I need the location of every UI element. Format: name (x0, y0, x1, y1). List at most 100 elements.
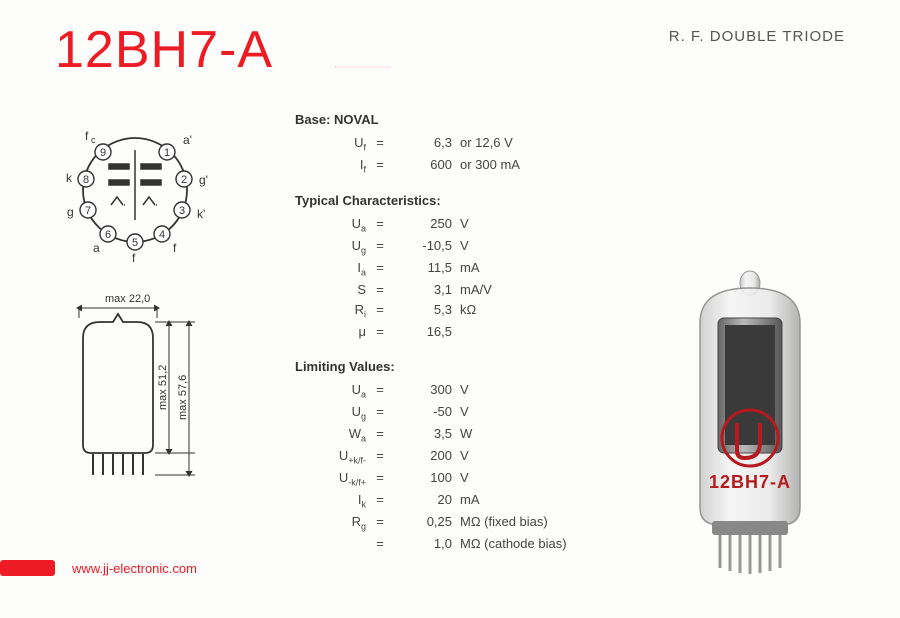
spec-row: Ia=11,5mA (325, 258, 625, 280)
spec-equals: = (370, 490, 390, 512)
spec-symbol: S (325, 280, 370, 301)
header: 12BH7-A R. F. DOUBLE TRIODE (55, 20, 845, 90)
spec-value: 6,3 (390, 133, 460, 155)
spec-value: 200 (390, 446, 460, 468)
spec-row: Uf=6,3or 12,6 V (325, 133, 625, 155)
svg-text:a': a' (183, 133, 192, 147)
spec-value: -50 (390, 402, 460, 424)
spec-equals: = (370, 322, 390, 343)
spec-row: U-k/f+=100V (325, 468, 625, 490)
spec-unit: MΩ (cathode bias) (460, 534, 625, 555)
subtitle: R. F. DOUBLE TRIODE (669, 28, 845, 45)
spec-symbol: Ia (325, 258, 370, 280)
svg-text:g': g' (199, 173, 208, 187)
spec-value: 16,5 (390, 322, 460, 343)
spec-symbol: Ug (325, 236, 370, 258)
svg-text:5: 5 (132, 237, 138, 249)
svg-text:f: f (132, 251, 136, 265)
spec-unit: V (460, 468, 625, 490)
spec-symbol: U-k/f+ (325, 468, 370, 490)
spec-row: Ua=250V (325, 214, 625, 236)
spec-equals: = (370, 236, 390, 258)
spec-row: U+k/f-=200V (325, 446, 625, 468)
footer-url-link[interactable]: www.jj-electronic.com (72, 561, 197, 576)
spec-value: 1,0 (390, 534, 460, 555)
spec-unit: V (460, 236, 625, 258)
spec-equals: = (370, 214, 390, 236)
spec-symbol: Ua (325, 214, 370, 236)
svg-text:f: f (85, 129, 89, 143)
spec-equals: = (370, 424, 390, 446)
spec-unit: kΩ (460, 300, 625, 322)
spec-row: Ug=-50V (325, 402, 625, 424)
svg-text:4: 4 (159, 229, 165, 241)
spec-row: Wa=3,5W (325, 424, 625, 446)
spec-unit (460, 322, 625, 343)
spec-value: 20 (390, 490, 460, 512)
spec-unit: V (460, 214, 625, 236)
tube-marking: 12BH7-A (709, 472, 791, 492)
spec-row: Ua=300V (325, 380, 625, 402)
spec-unit: or 300 mA (460, 155, 625, 177)
spec-row: Ri=5,3kΩ (325, 300, 625, 322)
spec-equals: = (370, 258, 390, 280)
spec-equals: = (370, 468, 390, 490)
spec-symbol: Uf (325, 133, 370, 155)
dimensions-diagram: max 22,0 max 51,2 max 57,6 (55, 290, 225, 510)
spec-value: 0,25 (390, 512, 460, 534)
svg-text:k': k' (197, 207, 205, 221)
svg-text:g: g (67, 205, 74, 219)
spec-equals: = (370, 402, 390, 424)
spec-value: 5,3 (390, 300, 460, 322)
spec-unit: mA (460, 490, 625, 512)
svg-text:k: k (66, 171, 73, 185)
spec-unit: MΩ (fixed bias) (460, 512, 625, 534)
spec-row: μ=16,5 (325, 322, 625, 343)
typical-section: Typical Characteristics: Ua=250VUg=-10,5… (295, 191, 625, 343)
spec-value: 250 (390, 214, 460, 236)
spec-equals: = (370, 155, 390, 177)
dim-h2-label: max 57,6 (177, 375, 189, 420)
spec-symbol: Ua (325, 380, 370, 402)
svg-text:7: 7 (85, 205, 91, 217)
spec-row: If=600or 300 mA (325, 155, 625, 177)
typical-heading: Typical Characteristics: (295, 191, 625, 212)
svg-text:f: f (173, 241, 177, 255)
spec-unit: V (460, 402, 625, 424)
spec-unit: mA (460, 258, 625, 280)
dim-h1-label: max 51,2 (157, 365, 169, 410)
spec-symbol (325, 534, 370, 555)
pinout-diagram: 1 2 3 4 5 6 7 8 9 a' g' k' f f a g k fc (55, 110, 215, 270)
divider-line-icon (335, 66, 391, 68)
spec-row: Rg=0,25MΩ (fixed bias) (325, 512, 625, 534)
svg-text:6: 6 (105, 229, 111, 241)
spec-value: -10,5 (390, 236, 460, 258)
spec-value: 600 (390, 155, 460, 177)
spec-value: 100 (390, 468, 460, 490)
spec-symbol: U+k/f- (325, 446, 370, 468)
spec-equals: = (370, 133, 390, 155)
base-section: Base: NOVAL Uf=6,3or 12,6 VIf=600or 300 … (295, 110, 625, 177)
spec-unit: V (460, 446, 625, 468)
spec-symbol: Ug (325, 402, 370, 424)
spec-value: 3,1 (390, 280, 460, 301)
spec-equals: = (370, 380, 390, 402)
spec-equals: = (370, 280, 390, 301)
spec-equals: = (370, 300, 390, 322)
spec-row: =1,0MΩ (cathode bias) (325, 534, 625, 555)
spec-value: 300 (390, 380, 460, 402)
dim-width-label: max 22,0 (105, 293, 150, 305)
spec-value: 11,5 (390, 258, 460, 280)
page-title: 12BH7-A (55, 20, 273, 80)
tube-photo: 12BH7-A (660, 263, 840, 583)
svg-text:c: c (91, 135, 96, 145)
spec-unit: W (460, 424, 625, 446)
svg-text:1: 1 (164, 147, 170, 159)
spec-symbol: μ (325, 322, 370, 343)
specs-block: Base: NOVAL Uf=6,3or 12,6 VIf=600or 300 … (295, 110, 625, 569)
svg-text:3: 3 (179, 205, 185, 217)
spec-unit: V (460, 380, 625, 402)
spec-symbol: Wa (325, 424, 370, 446)
spec-equals: = (370, 534, 390, 555)
spec-equals: = (370, 512, 390, 534)
